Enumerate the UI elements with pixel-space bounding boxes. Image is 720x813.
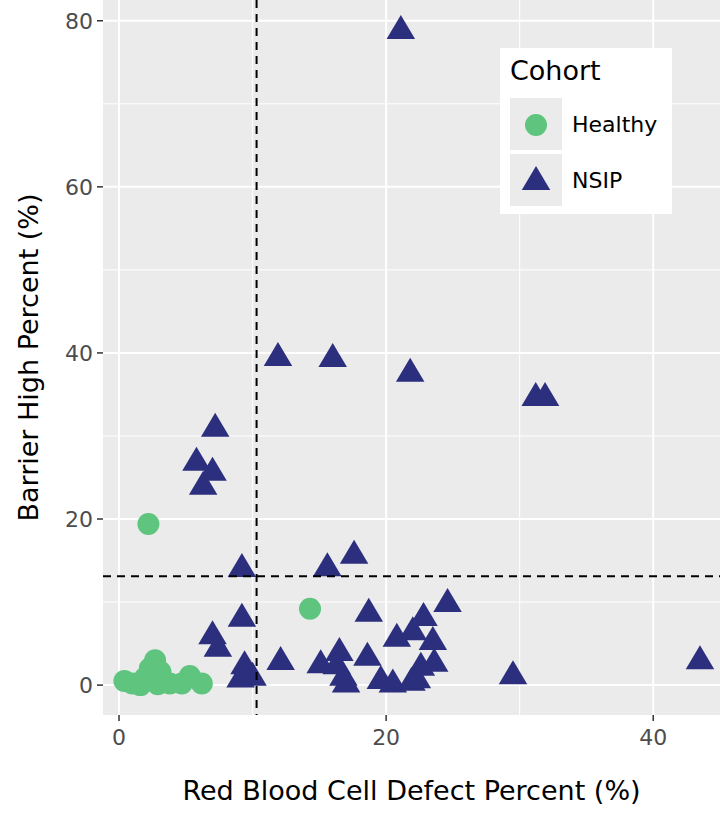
minor-grid-line [103,269,720,270]
legend-marker [522,166,551,190]
y-tick [97,518,103,520]
x-tick-label: 0 [112,725,126,750]
point [264,342,293,366]
x-tick [118,715,120,721]
point [332,668,361,692]
grid-line [103,352,720,354]
legend-title: Cohort [510,55,601,86]
reference-line [256,0,258,715]
point [299,598,321,620]
point [499,660,528,684]
grid-line [103,518,720,520]
point [228,603,257,627]
point [266,646,295,670]
point [201,413,230,437]
minor-grid-line [103,602,720,603]
plot-panel [103,0,720,715]
legend-box [500,48,672,214]
y-tick [97,352,103,354]
legend-key [510,154,562,206]
point [137,513,159,535]
chart-container: 0 20 40 0 20 40 60 80 Red Blood Cell Defect Perc… [0,0,720,813]
x-tick [385,715,387,721]
y-tick-label: 20 [65,507,93,532]
y-tick [97,684,103,686]
point [387,15,416,39]
marks [113,15,714,696]
axes: 0 20 40 0 20 40 60 80 [65,9,667,750]
point [367,665,396,689]
series-triangle [182,15,714,693]
y-axis-title: Barrier High Percent (%) [13,193,44,521]
point [226,663,255,687]
minor-grid-line [252,0,253,715]
legend: Cohort Healthy NSIP [500,48,672,214]
y-tick-label: 40 [65,341,93,366]
y-tick [97,20,103,22]
x-tick-label: 20 [372,725,400,750]
point [228,553,257,577]
point [396,358,425,382]
x-tick [652,715,654,721]
point [318,343,347,367]
x-tick-label: 40 [639,725,667,750]
point [419,626,448,650]
x-axis-title: Red Blood Cell Defect Percent (%) [182,775,640,806]
point [433,588,462,612]
point [204,633,233,657]
legend-label: NSIP [572,168,622,193]
point [531,382,560,406]
grid-line [103,20,720,22]
legend-marker [525,114,547,136]
point [420,648,449,672]
grid [103,0,720,715]
legend-label: Healthy [572,112,657,137]
point [355,598,384,622]
chart-svg: 0 20 40 0 20 40 60 80 Red Blood Cell Defect Perc… [0,0,720,813]
y-tick-label: 80 [65,9,93,34]
y-tick-label: 0 [79,673,93,698]
point [340,540,369,564]
point [353,642,382,666]
reference-line [103,575,720,577]
y-tick-label: 60 [65,175,93,200]
minor-grid-line [103,435,720,436]
y-tick [97,186,103,188]
grid-line [385,0,387,715]
legend-key [510,98,562,150]
point [686,645,715,669]
point [191,672,213,694]
reference-lines [103,0,720,715]
series-circle [113,513,321,696]
grid-line [118,0,120,715]
point [409,602,438,626]
point [313,552,342,576]
point [189,471,218,495]
